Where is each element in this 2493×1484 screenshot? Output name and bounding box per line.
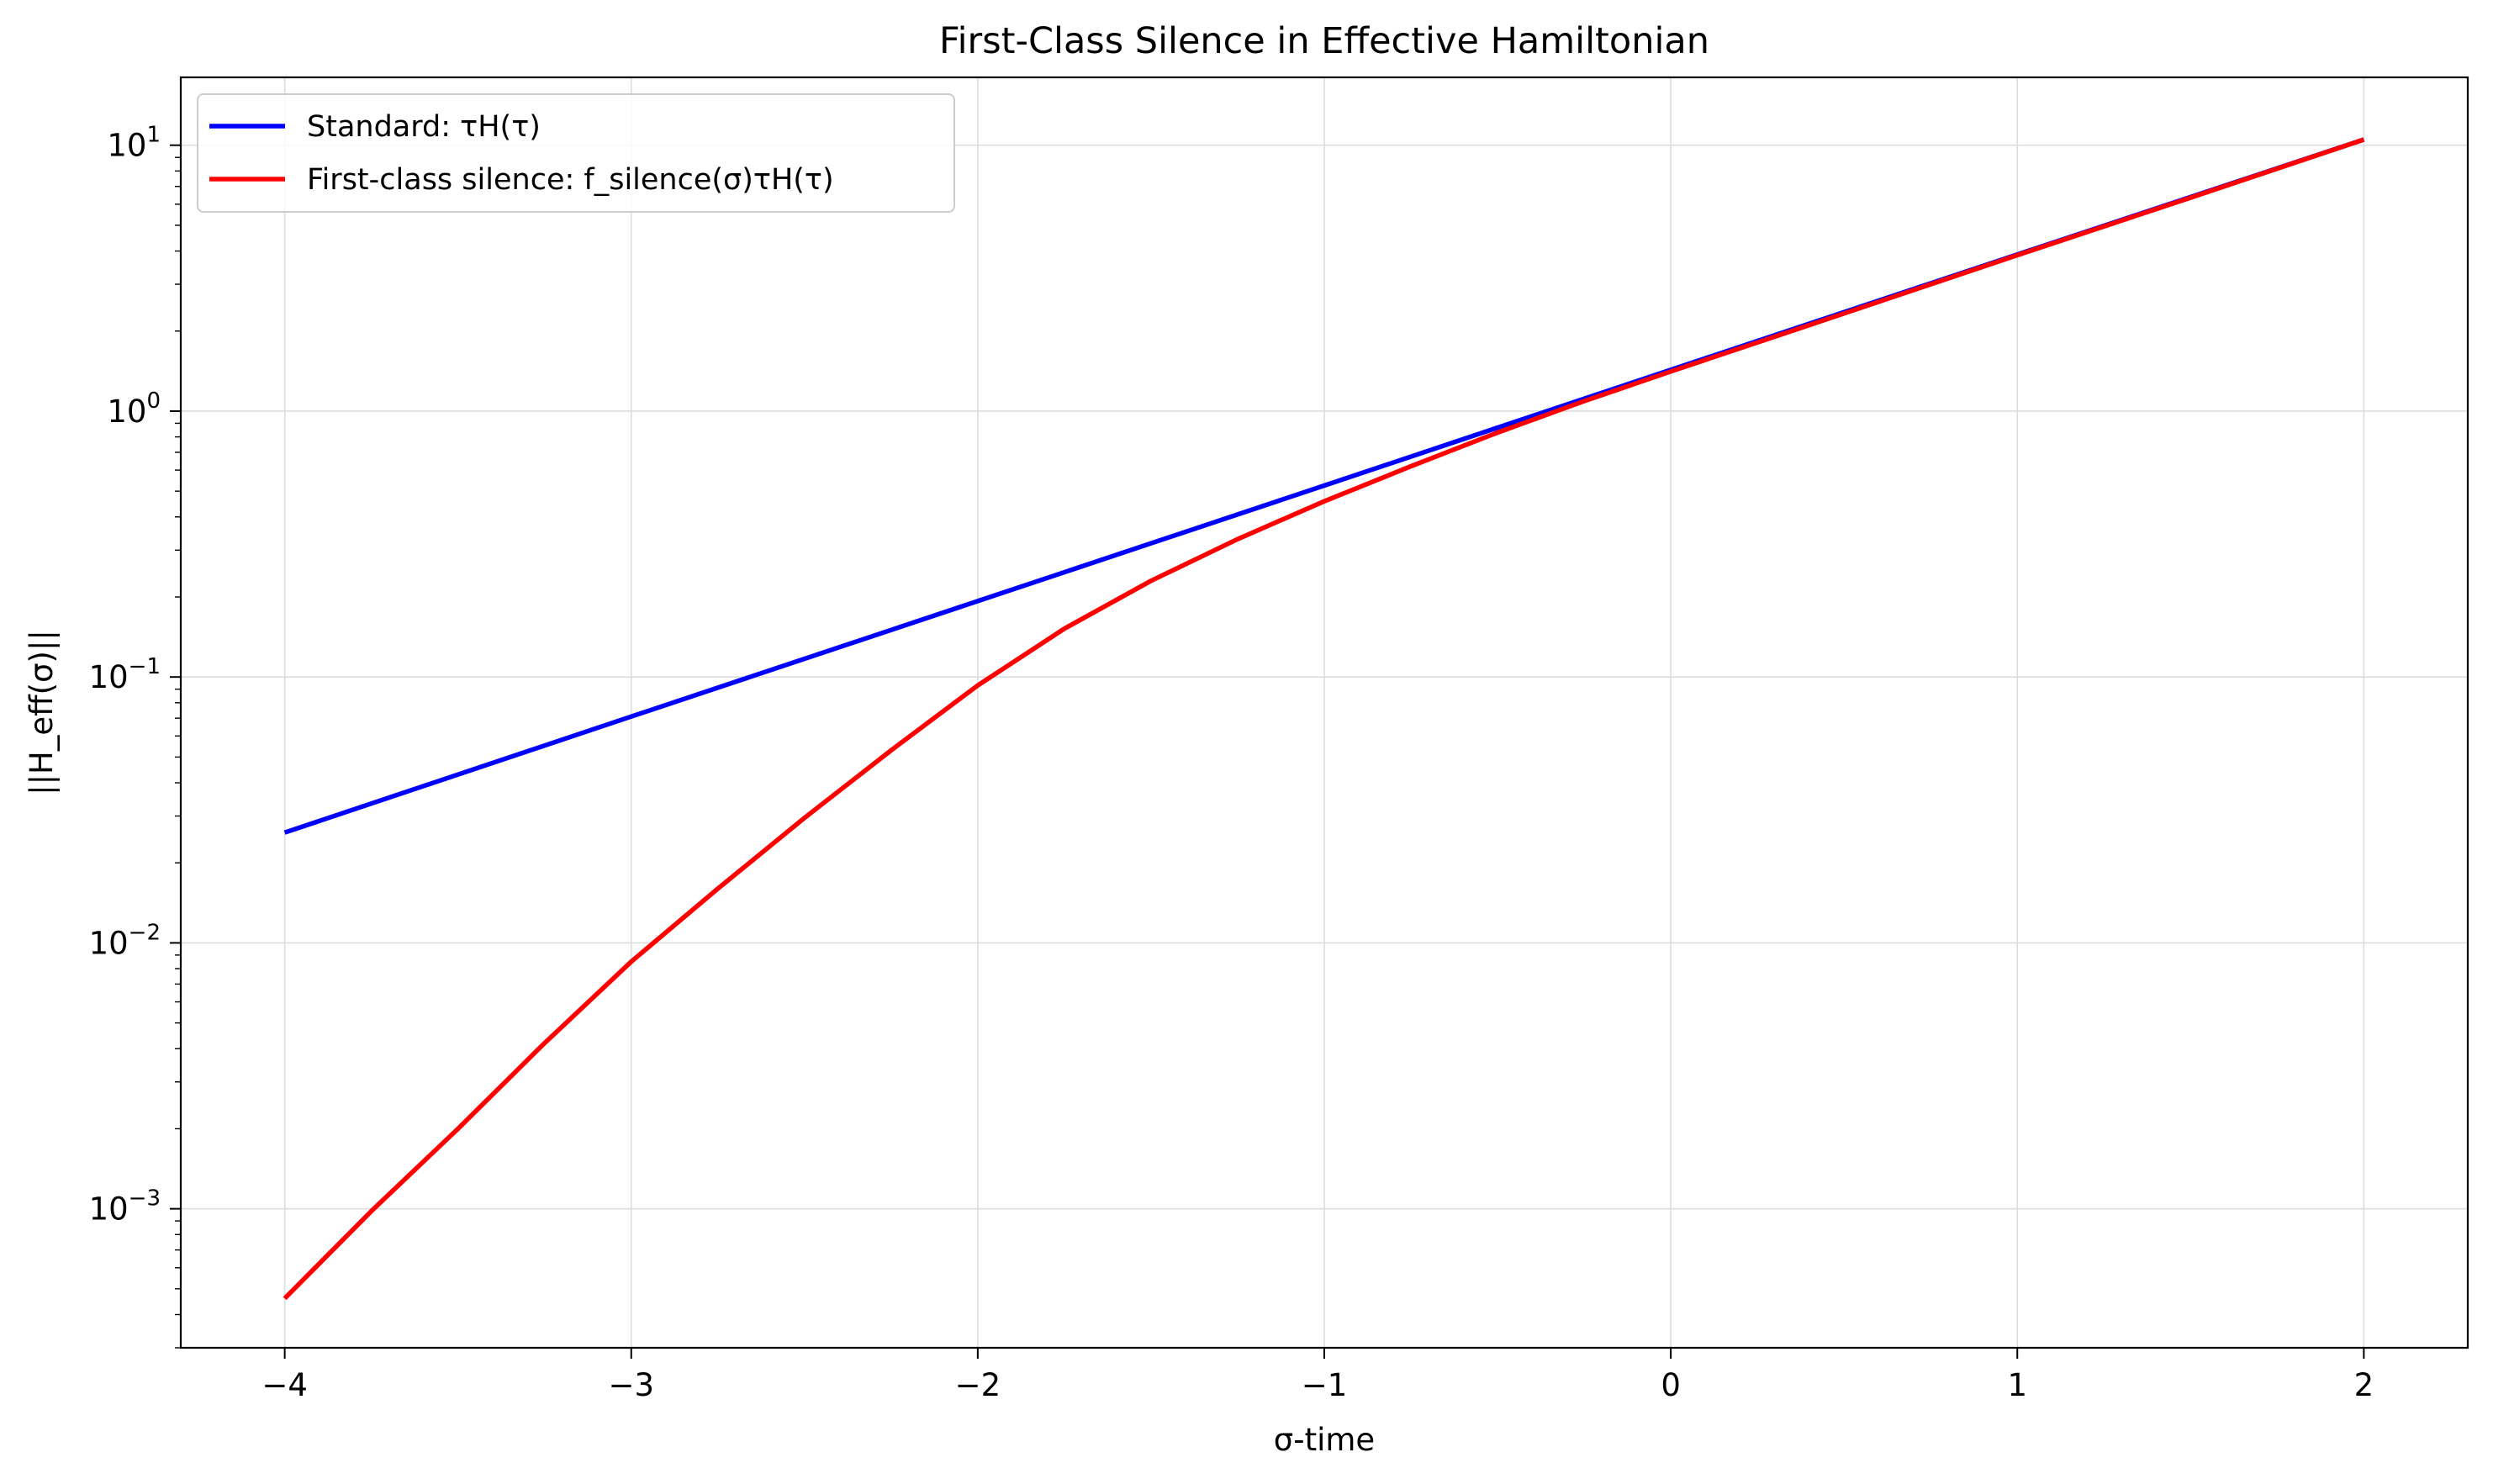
- series-lines: [283, 137, 2365, 1301]
- legend-entry-label: Standard: τH(τ): [307, 110, 541, 144]
- x-tick-label: −4: [261, 1367, 308, 1403]
- y-tick-label: 10−2: [89, 920, 161, 961]
- x-axis-label: σ-time: [1274, 1422, 1375, 1458]
- x-tick-label: 1: [2007, 1367, 2027, 1403]
- y-tick-label: 10−1: [89, 654, 161, 695]
- legend-entry-label: First-class silence: f_silence(σ)τH(τ): [307, 163, 834, 197]
- legend: Standard: τH(τ) First-class silence: f_si…: [197, 93, 955, 213]
- x-tick-label: −3: [608, 1367, 654, 1403]
- x-axis-ticks: −4 −3 −2 −1 0 1 2: [261, 1348, 2374, 1403]
- legend-box: [197, 93, 955, 213]
- x-tick-label: 0: [1661, 1367, 1681, 1403]
- y-tick-label: 100: [107, 388, 161, 430]
- x-tick-label: 2: [2354, 1367, 2374, 1403]
- y-axis-label: ||H_eff(σ)||: [24, 630, 60, 795]
- y-tick-label: 101: [107, 123, 161, 164]
- x-tick-label: −2: [955, 1367, 1001, 1403]
- series-line-first-class-silence: [283, 137, 2365, 1301]
- y-axis-ticks: 10−3 10−2 10−1 100 101: [89, 123, 181, 1349]
- grid: [181, 77, 2468, 1348]
- chart-title: First-Class Silence in Effective Hamilto…: [939, 20, 1709, 62]
- y-tick-label: 10−3: [89, 1186, 161, 1228]
- x-tick-label: −1: [1302, 1367, 1348, 1403]
